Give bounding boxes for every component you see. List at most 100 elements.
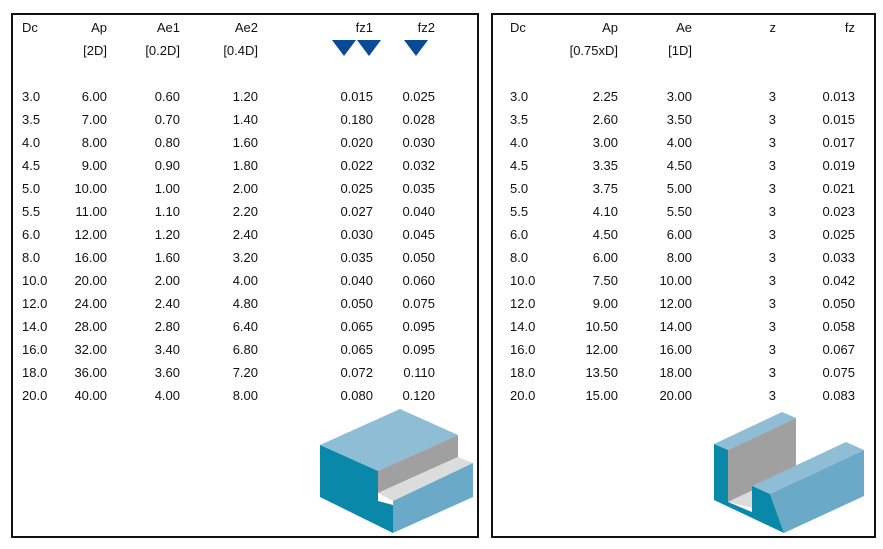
table-cell: 28.00 [74,319,107,334]
table-cell: 4.0 [22,135,41,150]
table-cell: 32.00 [74,342,107,357]
table-cell: 4.50 [592,227,618,242]
table-cell: 0.033 [822,250,855,265]
column-header: Ae1 [156,20,180,35]
table-cell: 15.00 [585,388,618,403]
table-cell: 0.015 [822,112,855,127]
table-cell: 12.00 [585,342,618,357]
table-cell: 10.50 [585,319,618,334]
table-cell: 0.095 [402,319,435,334]
table-cell: 0.040 [402,204,435,219]
table-cell: 5.5 [22,204,41,219]
table-cell: 0.050 [822,296,855,311]
table-cell: 10.00 [659,273,692,288]
table-cell: 6.00 [666,227,692,242]
table-cell: 5.50 [666,204,692,219]
table-cell: 3 [768,296,776,311]
table-cell: 3 [768,227,776,242]
table-cell: 7.00 [81,112,107,127]
table-cell: 1.20 [232,89,258,104]
table-cell: 20.0 [510,388,536,403]
table-cell: 2.60 [592,112,618,127]
table-cell: 3.0 [22,89,41,104]
table-cell: 8.0 [22,250,41,265]
table-cell: 0.042 [822,273,855,288]
table-cell: 2.25 [592,89,618,104]
table-cell: 7.20 [232,365,258,380]
table-cell: 20.00 [74,273,107,288]
table-cell: 12.0 [22,296,48,311]
table-cell: 3.75 [592,181,618,196]
table-cell: 4.5 [510,158,529,173]
table-cell: 11.00 [75,204,107,219]
table-cell: 0.075 [402,296,435,311]
table-cell: 0.020 [340,135,373,150]
table-cell: 14.0 [22,319,48,334]
table-cell: 0.095 [402,342,435,357]
table-cell: 0.120 [402,388,435,403]
table-cell: 0.065 [340,342,373,357]
table-cell: 8.00 [81,135,107,150]
table-cell: 0.110 [403,365,435,380]
table-cell: 0.030 [340,227,373,242]
table-cell: 10.0 [510,273,536,288]
table-cell: 6.0 [22,227,41,242]
column-subheader: [1D] [668,43,692,58]
table-cell: 0.050 [340,296,373,311]
table-cell: 3.5 [510,112,529,127]
table-cell: 0.180 [340,112,373,127]
table-cell: 5.00 [666,181,692,196]
table-cell: 0.015 [340,89,373,104]
table-cell: 16.0 [22,342,48,357]
table-cell: 3 [768,250,776,265]
table-cell: 12.00 [659,296,692,311]
table-cell: 0.045 [402,227,435,242]
table-cell: 8.0 [510,250,529,265]
column-header: Ap [602,20,618,35]
table-cell: 3.40 [154,342,180,357]
table-cell: 3 [768,273,776,288]
table-cell: 0.022 [340,158,373,173]
table-cell: 0.023 [822,204,855,219]
column-header: Dc [22,20,38,35]
table-cell: 0.067 [822,342,855,357]
table-cell: 10.0 [22,273,48,288]
table-cell: 4.0 [510,135,529,150]
table-cell: 0.050 [402,250,435,265]
column-header: z [769,20,777,35]
table-cell: 14.00 [659,319,692,334]
table-cell: 6.00 [592,250,618,265]
fz1-triangle-icon [357,40,381,56]
table-cell: 0.019 [822,158,855,173]
table-cell: 0.60 [154,89,180,104]
table-cell: 8.00 [666,250,692,265]
column-header: fz2 [417,20,435,35]
table-cell: 0.030 [402,135,435,150]
table-cell: 0.035 [402,181,435,196]
column-header: Ap [91,20,107,35]
column-subheader: [0.75xD] [569,43,618,58]
table-cell: 3 [768,181,776,196]
table-cell: 3.0 [510,89,529,104]
table-cell: 4.5 [22,158,41,173]
table-cell: 1.40 [232,112,258,127]
table-cell: 0.065 [340,319,373,334]
table-cell: 3 [768,112,776,127]
column-subheader: [2D] [83,43,107,58]
table-cell: 0.025 [402,89,435,104]
table-cell: 16.00 [74,250,107,265]
table-cell: 7.50 [592,273,618,288]
table-cell: 36.00 [74,365,107,380]
table-cell: 3 [768,342,776,357]
table-cell: 1.80 [232,158,258,173]
table-cell: 12.00 [74,227,107,242]
table-cell: 1.20 [154,227,180,242]
table-cell: 18.0 [510,365,536,380]
table-cell: 3 [768,135,776,150]
table-cell: 0.080 [340,388,373,403]
table-cell: 6.40 [232,319,258,334]
table-cell: 4.80 [232,296,258,311]
table-cell: 14.0 [510,319,536,334]
column-header: Ae2 [234,20,258,35]
table-cell: 3 [768,365,776,380]
